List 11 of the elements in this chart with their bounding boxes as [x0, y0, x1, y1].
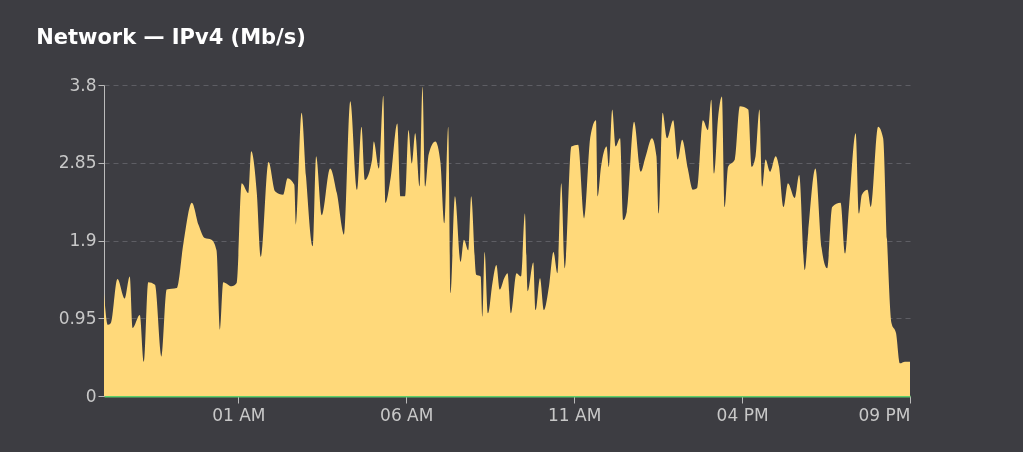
y-tick-label: 0.95 — [58, 307, 97, 328]
x-tick-label: 06 AM — [380, 404, 434, 425]
y-tick-label: 1.9 — [69, 230, 97, 250]
y-tick-label: 0 — [85, 385, 97, 406]
x-tick-label: 09 PM — [858, 404, 911, 425]
x-tick-label: 11 AM — [547, 404, 602, 425]
x-tick-label: 01 AM — [212, 404, 266, 425]
x-tick-label: 04 PM — [716, 404, 769, 425]
y-tick-label: 2.85 — [58, 152, 97, 173]
chart-title: Network — IPv4 (Mb/s) — [36, 25, 306, 49]
y-tick-label: 3.8 — [69, 74, 97, 95]
